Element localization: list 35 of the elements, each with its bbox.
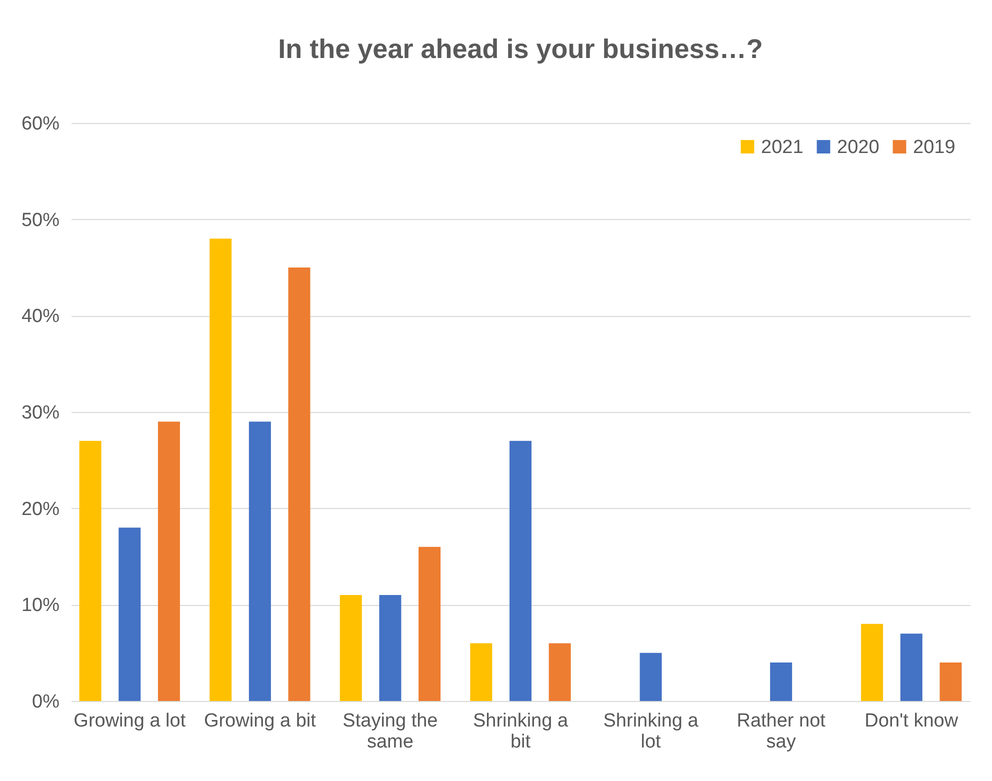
bar bbox=[79, 440, 102, 701]
bar bbox=[288, 268, 310, 701]
bar bbox=[940, 662, 962, 701]
chart-title: In the year ahead is your business…? bbox=[278, 34, 763, 64]
bar bbox=[248, 422, 271, 701]
bar bbox=[118, 528, 141, 701]
bar bbox=[158, 422, 180, 701]
y-tick-label: 30% bbox=[21, 402, 60, 424]
bar bbox=[510, 440, 532, 701]
bar bbox=[640, 652, 662, 701]
y-tick-label: 40% bbox=[21, 306, 60, 328]
x-tick-label: Shrinking a bit bbox=[472, 710, 568, 752]
y-tick-label: 10% bbox=[21, 595, 60, 616]
bar bbox=[861, 624, 884, 701]
x-tick-label: Growing a lot bbox=[74, 710, 186, 732]
bar bbox=[470, 643, 492, 701]
y-tick-label: 50% bbox=[21, 210, 60, 231]
y-tick-label: 60% bbox=[21, 114, 60, 134]
bar bbox=[379, 595, 402, 701]
bar bbox=[900, 634, 922, 701]
bar bbox=[340, 595, 362, 701]
bar bbox=[770, 662, 792, 701]
x-tick-label: Staying the same bbox=[342, 710, 438, 752]
x-tick-label: Shrinking a lot bbox=[603, 710, 699, 752]
legend-label: 2021 bbox=[761, 136, 804, 158]
bar bbox=[210, 238, 232, 701]
bar bbox=[548, 643, 571, 701]
legend-label: 2020 bbox=[837, 136, 880, 158]
y-tick-label: 20% bbox=[21, 498, 60, 520]
x-tick-label: Growing a bit bbox=[204, 710, 317, 732]
x-tick-label: Rather not say bbox=[736, 710, 826, 752]
x-tick-label: Don't know bbox=[864, 710, 958, 732]
legend-label: 2019 bbox=[913, 136, 956, 158]
y-tick-label: 0% bbox=[32, 692, 60, 712]
bar bbox=[418, 546, 441, 701]
